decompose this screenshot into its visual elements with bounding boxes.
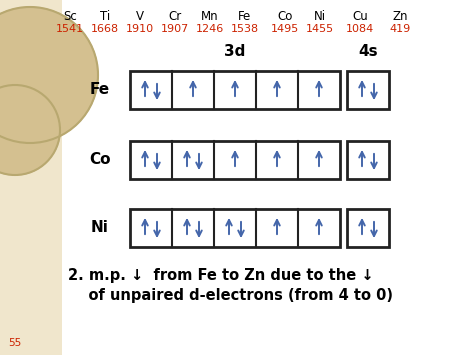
Text: 55: 55 (8, 338, 21, 348)
Bar (347, 141, 389, 179)
Text: 4s: 4s (358, 44, 378, 59)
Text: 1907: 1907 (161, 24, 189, 34)
Text: 2. m.p. ↓  from Fe to Zn due to the ↓: 2. m.p. ↓ from Fe to Zn due to the ↓ (68, 268, 374, 283)
Text: 1668: 1668 (91, 24, 119, 34)
Circle shape (0, 7, 98, 143)
Text: of unpaired d-electrons (from 4 to 0): of unpaired d-electrons (from 4 to 0) (68, 288, 393, 303)
Text: Sc: Sc (63, 10, 77, 23)
Text: Ni: Ni (314, 10, 326, 23)
Bar (347, 71, 389, 109)
Text: Zn: Zn (392, 10, 408, 23)
Text: 1910: 1910 (126, 24, 154, 34)
Text: Ti: Ti (100, 10, 110, 23)
Text: 1084: 1084 (346, 24, 374, 34)
Circle shape (0, 85, 60, 175)
Text: 1538: 1538 (231, 24, 259, 34)
Text: V: V (136, 10, 144, 23)
Bar (130, 209, 340, 247)
Bar (347, 209, 389, 247)
Text: Ni: Ni (91, 220, 109, 235)
Text: Cr: Cr (168, 10, 182, 23)
Text: Mn: Mn (201, 10, 219, 23)
Bar (130, 71, 340, 109)
Text: 1455: 1455 (306, 24, 334, 34)
Bar (130, 141, 340, 179)
Text: 3d: 3d (224, 44, 246, 59)
Text: 1541: 1541 (56, 24, 84, 34)
Text: Cu: Cu (352, 10, 368, 23)
Text: Fe: Fe (238, 10, 252, 23)
Text: Co: Co (277, 10, 292, 23)
Text: 419: 419 (389, 24, 410, 34)
Text: Co: Co (89, 153, 111, 168)
Text: 1246: 1246 (196, 24, 224, 34)
Bar (62, 0, 474, 355)
Text: Fe: Fe (90, 82, 110, 98)
Text: 1495: 1495 (271, 24, 299, 34)
